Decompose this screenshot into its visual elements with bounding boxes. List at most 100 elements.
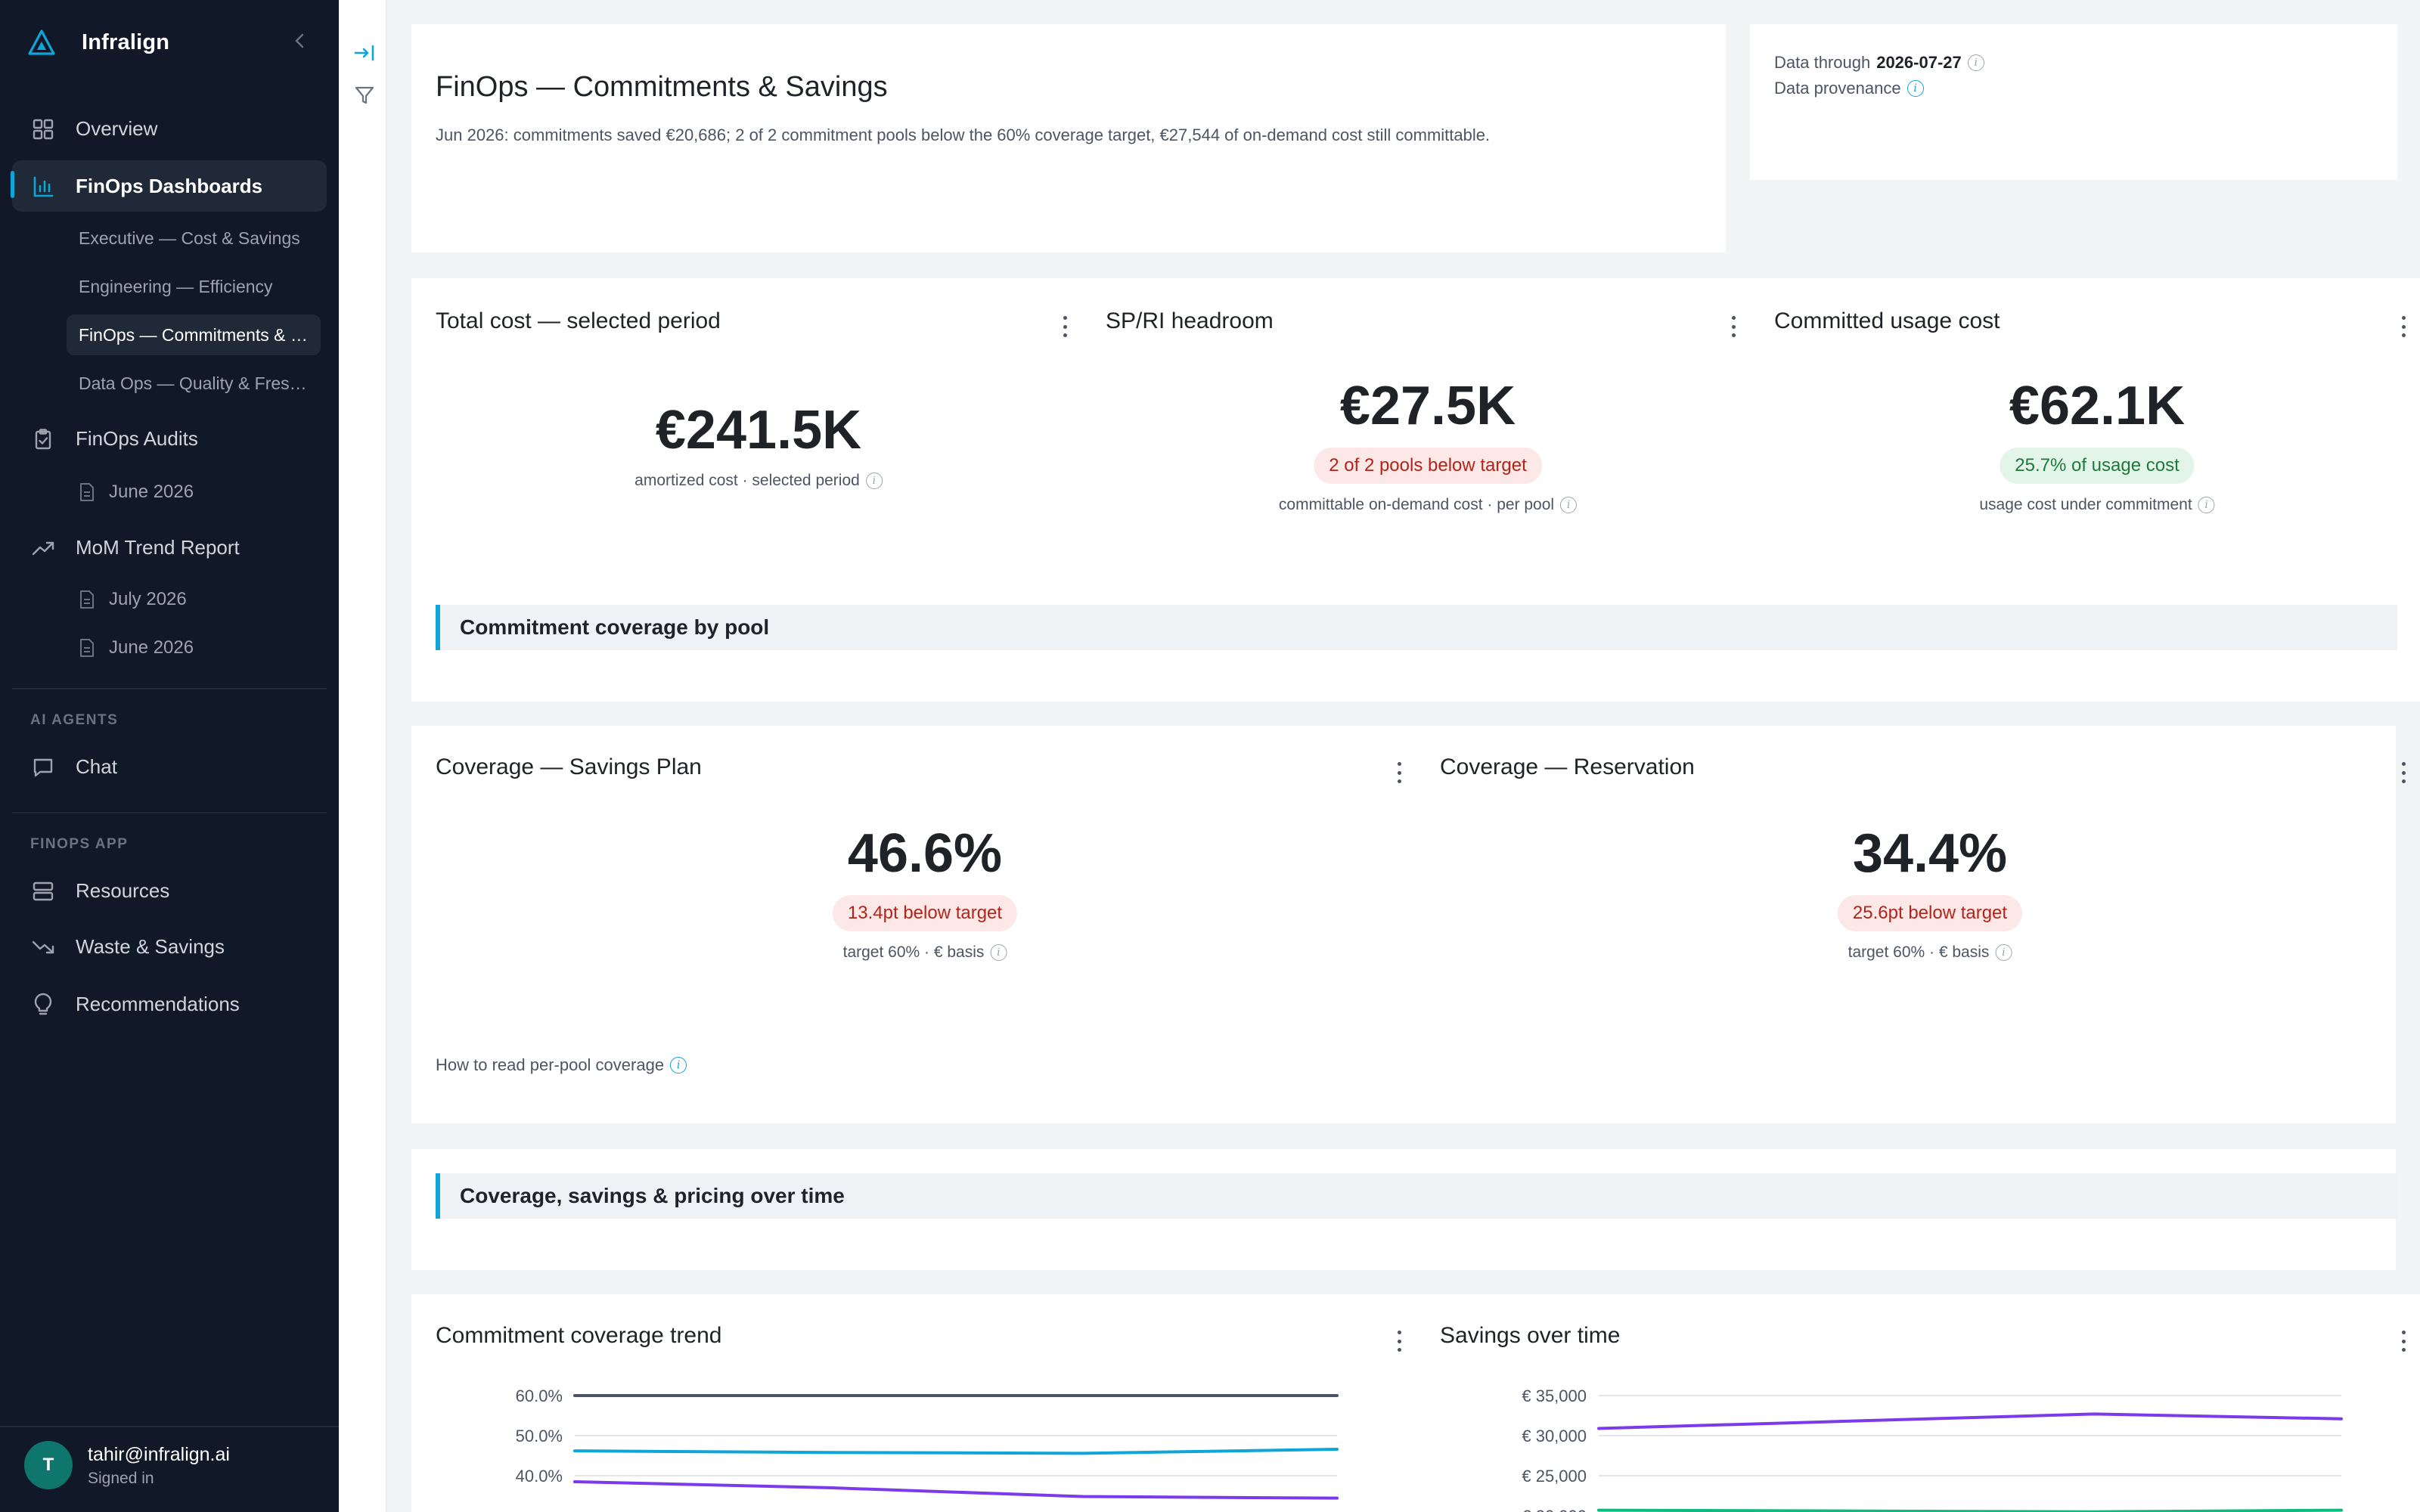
document-icon xyxy=(79,637,97,658)
chart-title-coverage-trend: Commitment coverage trend xyxy=(436,1323,722,1348)
kebab-menu-icon[interactable] xyxy=(2396,759,2411,786)
data-freshness-card xyxy=(1750,24,2397,180)
coverage-caption-text: target 60% · € basis xyxy=(1848,943,1990,961)
info-icon[interactable]: i xyxy=(1907,80,1924,97)
user-email: tahir@infralign.ai xyxy=(88,1444,230,1465)
nav-label: MoM Trend Report xyxy=(76,535,240,559)
info-icon[interactable]: i xyxy=(670,1057,687,1074)
trend-up-icon xyxy=(30,535,56,561)
nav-item-waste-savings[interactable]: Waste & Savings xyxy=(12,921,327,972)
kpi-title-sp-ri-headroom: SP/RI headroom xyxy=(1106,308,1274,333)
help-link-text: How to read per-pool coverage xyxy=(436,1055,665,1074)
brand[interactable]: Infralign xyxy=(26,23,169,62)
nav-label: Overview xyxy=(76,116,158,140)
status-badge: 25.6pt below target xyxy=(1837,895,2023,931)
nav-item-recommendations[interactable]: Recommendations xyxy=(12,978,327,1030)
y-tick-label: € 20,000 xyxy=(1522,1507,1587,1512)
data-through: Data through 2026-07-27 i xyxy=(1774,53,1984,73)
bar-chart-icon xyxy=(30,174,56,200)
nav-label: Waste & Savings xyxy=(76,934,225,958)
section-title: Commitment coverage by pool xyxy=(460,615,770,639)
sidebar-item-report-june-2026[interactable]: June 2026 xyxy=(79,629,194,667)
nav-label: FinOps Dashboards xyxy=(76,174,263,197)
sidebar-item-engineering-dashboard[interactable]: Engineering — Efficiency xyxy=(67,266,321,307)
section-label-ai-agents: AI AGENTS xyxy=(30,712,119,728)
nav-item-finops-audits[interactable]: FinOps Audits xyxy=(12,413,327,464)
sidebar-item-finops-commitments-dashboard[interactable]: FinOps — Commitments & Savings xyxy=(67,314,321,355)
grid-icon xyxy=(30,116,56,142)
sidebar-item-audit-june-2026[interactable]: June 2026 xyxy=(79,473,194,511)
lightbulb-icon xyxy=(30,992,56,1018)
series-line-1 xyxy=(1597,1508,2343,1512)
y-tick-label: 40.0% xyxy=(516,1467,563,1486)
status-badge: 13.4pt below target xyxy=(832,895,1018,931)
nav-item-mom-trend-report[interactable]: MoM Trend Report xyxy=(12,522,327,573)
document-icon xyxy=(79,589,97,610)
info-icon[interactable]: i xyxy=(1967,54,1984,71)
kebab-menu-icon[interactable] xyxy=(2396,313,2411,340)
kpi-caption: amortized cost · selected period i xyxy=(634,472,883,490)
tool-rail xyxy=(339,0,387,1512)
nav-item-chat[interactable]: Chat xyxy=(12,741,327,792)
data-through-label: Data through xyxy=(1774,53,1871,72)
kebab-menu-icon[interactable] xyxy=(1392,1328,1407,1355)
sidebar-item-executive-dashboard[interactable]: Executive — Cost & Savings xyxy=(67,218,321,259)
nav-label: Resources xyxy=(76,878,170,902)
coverage-help-link[interactable]: How to read per-pool coverage i xyxy=(436,1055,687,1075)
page-summary: Jun 2026: commitments saved €20,686; 2 o… xyxy=(436,125,1491,144)
info-icon[interactable]: i xyxy=(1560,497,1578,513)
sidebar: Infralign Overview FinOps Dashboards Exe… xyxy=(0,0,339,1512)
status-badge: 25.7% of usage cost xyxy=(2000,448,2195,484)
coverage-caption: target 60% · € basis i xyxy=(843,943,1007,962)
chat-icon xyxy=(30,754,56,780)
nav-divider xyxy=(12,812,327,813)
info-icon[interactable]: i xyxy=(1995,944,2012,961)
data-through-value: 2026-07-27 xyxy=(1876,53,1962,72)
kebab-menu-icon[interactable] xyxy=(2396,1328,2411,1355)
chart-title-savings: Savings over time xyxy=(1440,1323,1621,1348)
kpi-value-sp-ri-headroom: €27.5K xyxy=(1339,376,1516,436)
savings-over-time-chart: € 35,000 € 30,000 € 25,000 € 20,000 xyxy=(1522,1387,2343,1512)
section-title: Coverage, savings & pricing over time xyxy=(460,1184,845,1207)
info-icon[interactable]: i xyxy=(2198,497,2215,513)
clipboard-check-icon xyxy=(30,426,56,452)
kpi-caption-text: amortized cost · selected period xyxy=(634,472,860,489)
filter-button[interactable] xyxy=(351,82,378,109)
sidebar-item-report-july-2026[interactable]: July 2026 xyxy=(79,581,187,618)
kebab-menu-icon[interactable] xyxy=(1392,759,1407,786)
y-tick-label: € 35,000 xyxy=(1522,1387,1587,1405)
doc-label: June 2026 xyxy=(109,482,194,502)
trend-down-icon xyxy=(30,934,56,960)
kpi-title-total-cost: Total cost — selected period xyxy=(436,308,721,333)
nav-item-resources[interactable]: Resources xyxy=(12,865,327,916)
series-line-0 xyxy=(1597,1412,2343,1430)
series-line-2 xyxy=(573,1479,1339,1500)
section-header-trends: Coverage, savings & pricing over time xyxy=(436,1173,2397,1219)
info-icon[interactable]: i xyxy=(865,472,883,489)
expand-panel-button[interactable] xyxy=(351,39,378,67)
kebab-menu-icon[interactable] xyxy=(1057,313,1072,340)
series-line-1 xyxy=(573,1448,1339,1455)
collapse-sidebar-button[interactable] xyxy=(286,27,313,54)
filter-icon xyxy=(355,86,374,104)
info-icon[interactable]: i xyxy=(990,944,1007,961)
tile-title-savings-plan: Coverage — Savings Plan xyxy=(436,754,702,779)
avatar: T xyxy=(24,1441,73,1489)
coverage-value-reservation: 34.4% xyxy=(1852,823,2008,884)
kpi-title-committed-usage: Committed usage cost xyxy=(1774,308,2000,333)
nav-item-overview[interactable]: Overview xyxy=(12,103,327,154)
data-provenance[interactable]: Data provenance i xyxy=(1774,79,1924,98)
infralign-logo-icon xyxy=(26,26,57,58)
user-menu[interactable]: T tahir@infralign.ai Signed in xyxy=(0,1426,339,1512)
nav-label: Recommendations xyxy=(76,992,240,1015)
kpi-value-total-cost: €241.5K xyxy=(655,400,862,460)
tile-title-reservation: Coverage — Reservation xyxy=(1440,754,1695,779)
arrow-to-right-icon xyxy=(354,45,374,61)
server-icon xyxy=(30,878,56,904)
coverage-trend-chart: 60.0% 50.0% 40.0% xyxy=(516,1387,1339,1500)
doc-label: July 2026 xyxy=(109,589,187,609)
nav-item-finops-dashboards[interactable]: FinOps Dashboards xyxy=(12,160,327,212)
kebab-menu-icon[interactable] xyxy=(1726,313,1741,340)
nav-divider xyxy=(12,688,327,689)
sidebar-item-dataops-dashboard[interactable]: Data Ops — Quality & Freshness xyxy=(67,363,321,404)
